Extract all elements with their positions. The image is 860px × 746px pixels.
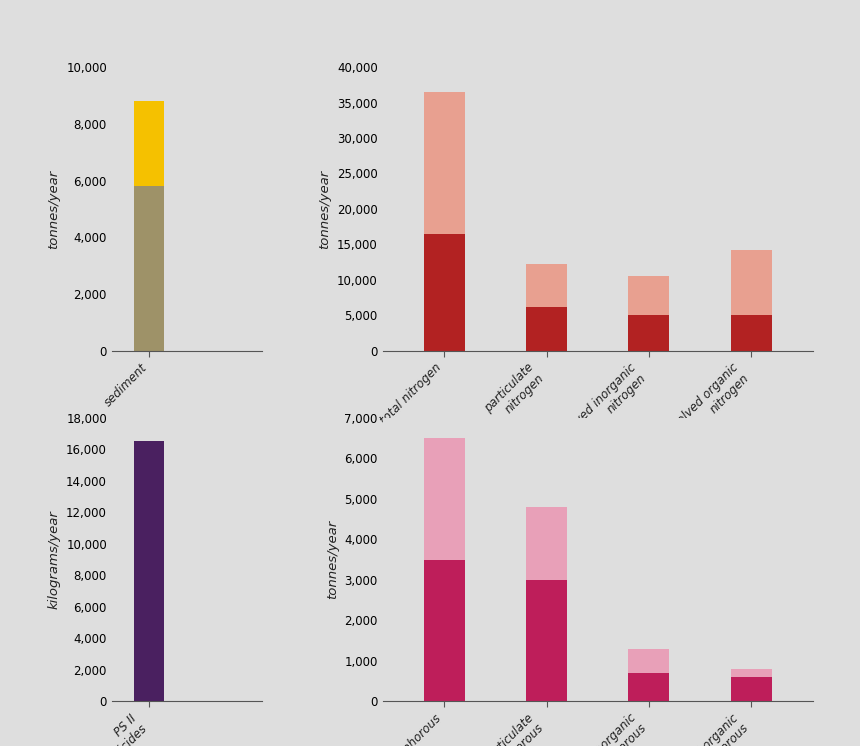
Bar [629,315,669,351]
Bar [424,233,464,351]
Bar [526,264,567,307]
Bar [629,648,669,673]
Bar [731,669,771,677]
Y-axis label: tonnes/year: tonnes/year [318,169,332,248]
Bar [629,673,669,701]
Y-axis label: tonnes/year: tonnes/year [326,520,339,599]
Bar [731,315,771,351]
Bar [731,250,771,315]
Bar [134,101,164,186]
Bar [424,438,464,560]
Bar [731,677,771,701]
Bar [424,560,464,701]
Y-axis label: tonnes/year: tonnes/year [47,169,61,248]
Bar [134,186,164,351]
Bar [424,92,464,233]
Bar [526,307,567,351]
Bar [526,580,567,701]
Bar [134,442,164,701]
Bar [526,507,567,580]
Bar [629,276,669,315]
Y-axis label: kilograms/year: kilograms/year [47,510,60,609]
